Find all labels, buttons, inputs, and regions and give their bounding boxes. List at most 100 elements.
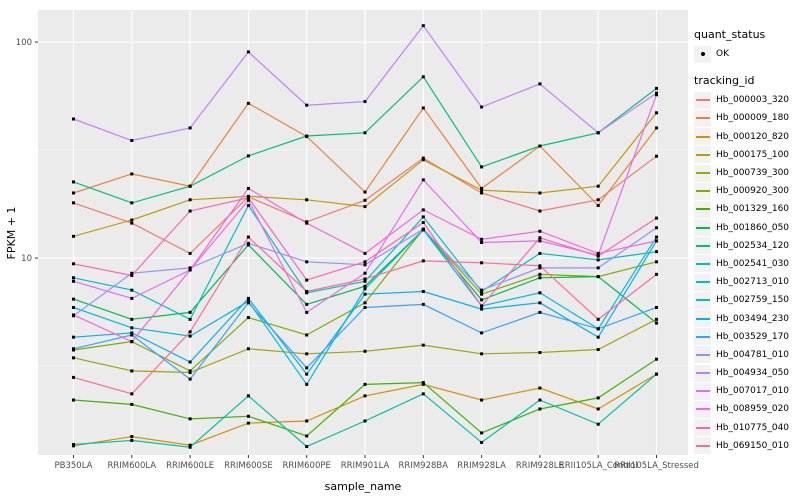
data-point [130,435,134,439]
legend-tracking-entries: Hb_000003_320 Hb_000009_180 Hb_000120_820 H… [694,91,800,455]
legend-entry-Hb_002534_120: Hb_002534_120 [694,237,800,255]
legend-quant-status-title: quant_status [694,28,766,41]
data-point [421,75,425,79]
data-point [188,126,192,130]
legend-entry-label: Hb_002541_030 [716,258,790,269]
data-point [421,158,425,162]
data-point [421,259,425,263]
data-point [596,198,600,202]
legend: quant_status OK tracking_id Hb_000003_32… [694,28,800,455]
data-point [130,369,134,373]
legend-entry-label: Hb_008959_020 [716,404,790,415]
data-point [363,301,367,305]
data-point [246,198,250,202]
data-point [72,335,75,339]
legend-line-icon [695,262,710,265]
data-point [655,154,658,158]
data-point [305,382,309,386]
data-point [480,186,484,190]
data-point [188,360,192,364]
data-point [363,190,367,194]
data-point [596,266,600,270]
legend-entry-Hb_000920_300: Hb_000920_300 [694,182,800,200]
data-point [480,331,484,335]
legend-key-box [694,346,711,364]
legend-entry-Hb_000009_180: Hb_000009_180 [694,109,800,127]
legend-entry-label: Hb_007017_010 [716,386,790,397]
data-point [305,333,309,337]
legend-line-icon [695,335,710,338]
data-point [655,235,658,239]
data-point [188,266,192,270]
legend-entry-label: Hb_000009_180 [716,113,790,124]
data-point [480,188,484,192]
data-point [655,372,658,376]
data-point [363,349,367,353]
legend-line-icon [695,190,710,193]
data-point [538,264,542,268]
data-point [363,382,367,386]
data-point [480,307,484,311]
legend-entry-label: Hb_001860_050 [716,222,790,233]
data-point [421,289,425,293]
x-axis-title: sample_name [325,480,402,493]
data-point [305,445,309,449]
data-point [538,310,542,314]
data-point [72,117,75,121]
data-point [655,357,658,361]
data-point [596,407,600,411]
legend-key-box [694,200,711,218]
legend-entry-Hb_001329_160: Hb_001329_160 [694,200,800,218]
data-point [188,334,192,338]
data-point [305,221,309,225]
legend-key-box [694,109,711,127]
data-point [538,82,542,86]
data-point [130,221,134,225]
data-point [305,419,309,423]
x-tick-label: RRII105LA_Control [559,461,638,471]
data-point [363,292,367,296]
legend-line-icon [695,390,710,393]
legend-key-box [694,45,711,63]
legend-line-icon [695,135,710,138]
data-point [363,131,367,135]
data-point [421,220,425,224]
legend-line-icon [695,426,710,429]
data-point [480,261,484,265]
data-point [72,356,75,360]
data-point [655,216,658,220]
x-tick-label: RRIM600LA [107,461,156,471]
data-point [480,240,484,244]
data-point [130,296,134,300]
data-point [305,352,309,356]
data-point [596,275,600,279]
plot-panel-bg [38,10,688,455]
data-point [538,351,542,355]
legend-entry-label: Hb_000120_820 [716,131,790,142]
ok-point-icon [700,52,705,57]
legend-entry-Hb_007017_010: Hb_007017_010 [694,382,800,400]
legend-line-icon [695,372,710,375]
x-tick-label: RRIM600PE [283,461,331,471]
data-point [72,201,75,205]
data-point [421,24,425,28]
data-point [130,392,134,396]
data-point [72,313,75,317]
legend-key-box [694,273,711,291]
data-point [130,218,134,222]
data-point [480,440,484,444]
data-point [72,305,75,309]
data-point [305,260,309,264]
legend-entry-Hb_008959_020: Hb_008959_020 [694,400,800,418]
data-point [655,93,658,97]
legend-line-icon [695,353,710,356]
legend-entry-Hb_001860_050: Hb_001860_050 [694,219,800,237]
data-point [305,289,309,293]
data-point [596,184,600,188]
data-point [72,234,75,238]
legend-entry-label: Hb_000920_300 [716,186,790,197]
data-point [655,126,658,130]
data-point [538,291,542,295]
data-point [655,111,658,115]
data-point [421,156,425,160]
